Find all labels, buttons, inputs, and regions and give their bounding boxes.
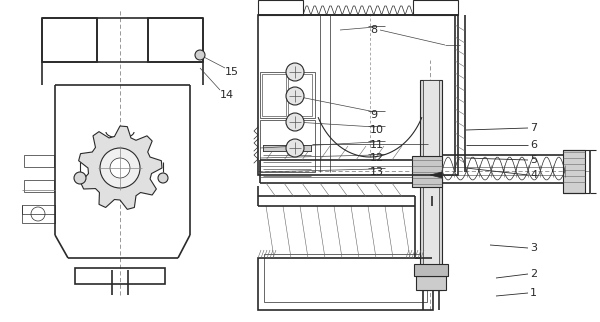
Text: 8: 8: [370, 25, 377, 35]
Text: 7: 7: [530, 123, 537, 133]
Text: 10: 10: [370, 125, 384, 135]
Bar: [148, 18, 203, 62]
Circle shape: [110, 158, 130, 178]
Bar: [423, 80, 439, 280]
Text: 4: 4: [530, 170, 537, 180]
Bar: [263, 145, 311, 151]
Bar: [24, 155, 54, 167]
Text: 9: 9: [370, 110, 377, 120]
Text: 6: 6: [530, 140, 537, 150]
Text: 12: 12: [370, 153, 384, 163]
Polygon shape: [79, 126, 162, 209]
Bar: [260, 120, 315, 172]
Circle shape: [286, 113, 304, 131]
Bar: [263, 145, 311, 151]
Circle shape: [195, 50, 205, 60]
Text: 15: 15: [225, 67, 239, 77]
Bar: [258, 0, 303, 15]
Bar: [260, 72, 315, 118]
Bar: [263, 145, 311, 151]
Text: 2: 2: [530, 269, 537, 279]
Bar: [42, 18, 97, 62]
Bar: [263, 145, 311, 151]
Text: 5: 5: [530, 155, 537, 165]
Bar: [264, 254, 427, 302]
Bar: [258, 15, 458, 175]
Circle shape: [100, 148, 140, 188]
Bar: [288, 74, 312, 116]
Bar: [22, 205, 55, 223]
Text: 13: 13: [370, 167, 384, 177]
Bar: [262, 74, 286, 116]
Text: 11: 11: [370, 140, 384, 150]
Circle shape: [74, 172, 86, 184]
Bar: [412, 156, 442, 187]
Bar: [24, 180, 54, 192]
Bar: [563, 150, 585, 193]
Bar: [420, 80, 442, 290]
Polygon shape: [430, 172, 442, 178]
Text: 3: 3: [530, 243, 537, 253]
Bar: [263, 145, 311, 151]
Bar: [263, 145, 311, 151]
Circle shape: [286, 139, 304, 157]
Circle shape: [286, 63, 304, 81]
Bar: [413, 0, 458, 15]
Bar: [258, 258, 433, 310]
Circle shape: [286, 87, 304, 105]
Text: 14: 14: [220, 90, 234, 100]
Bar: [75, 268, 165, 284]
Circle shape: [158, 173, 168, 183]
Text: 1: 1: [530, 288, 537, 298]
Bar: [416, 276, 446, 290]
Bar: [414, 264, 448, 276]
